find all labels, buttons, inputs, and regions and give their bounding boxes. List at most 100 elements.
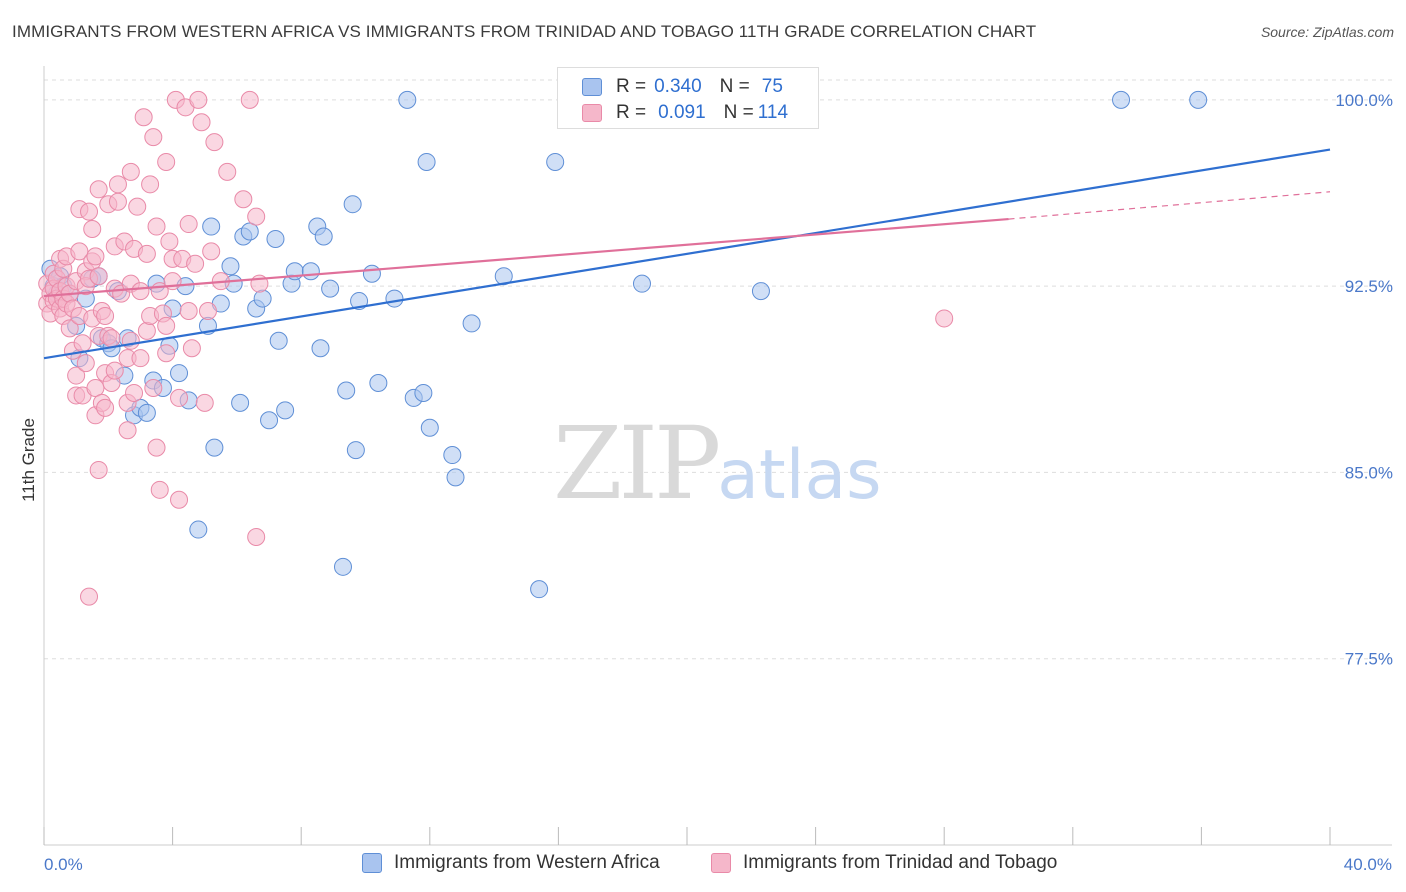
legend-n-label: N = [723,102,754,123]
data-point [414,383,433,402]
data-point [240,222,259,241]
data-point [89,180,108,199]
data-point [632,274,651,293]
data-point [253,289,272,308]
y-tick-label: 100.0% [1335,91,1393,110]
y-tick-label: 92.5% [1345,277,1393,296]
data-point [247,528,266,547]
data-point [118,421,137,440]
data-point [179,215,198,234]
data-point [205,133,224,152]
y-tick-label: 85.0% [1345,463,1393,482]
data-point [231,393,250,412]
data-point [86,247,105,266]
correlation-legend: R = 0.340 N = 75 R = 0.091 N = 114 [557,67,819,129]
data-point [73,334,92,353]
data-point [1189,90,1208,109]
data-point [189,520,208,539]
data-point [147,438,166,457]
grid-lines [44,79,1392,660]
trend-lines [43,148,1331,360]
watermark-atlas: atlas [717,436,882,515]
data-point [417,152,436,171]
data-point [346,441,365,460]
series-legend-western-africa[interactable]: Immigrants from Western Africa [362,852,660,874]
data-point [751,282,770,301]
data-point [89,267,108,286]
data-point [443,446,462,465]
data-point [362,264,381,283]
data-point [141,175,160,194]
watermark-zip: ZIP [553,405,721,522]
chart-title: IMMIGRANTS FROM WESTERN AFRICA VS IMMIGR… [12,22,1037,41]
data-point [83,220,102,239]
data-point [189,90,208,109]
legend-swatch-blue [582,78,602,96]
legend-n-value: 75 [761,76,783,97]
series-legend-label: Immigrants from Trinidad and Tobago [743,852,1058,873]
data-point [321,279,340,298]
y-tick-label: 77.5% [1345,650,1393,669]
legend-r-value: 0.091 [658,102,706,123]
data-point [86,378,105,397]
data-point [333,557,352,576]
data-point [125,383,144,402]
legend-r-label: R = [616,102,647,123]
data-point [218,162,237,181]
data-point [234,190,253,209]
trend-line-trinidad-tobago-extension [1008,191,1331,220]
data-point [144,128,163,147]
data-point [247,207,266,226]
data-point [195,393,214,412]
legend-row-trinidad-tobago: R = 0.091 N = 114 [582,101,788,125]
data-point [137,244,156,263]
data-point [182,339,201,358]
data-points [38,90,1208,606]
data-point [96,306,115,325]
series-swatch-blue [362,853,382,873]
y-axis-label: 11th Grade [19,418,38,502]
data-point [198,301,217,320]
data-point [144,378,163,397]
x-tick-label: 0.0% [44,855,83,874]
data-point [60,319,79,338]
data-point [170,490,189,509]
trend-line-trinidad-tobago [43,217,1009,298]
data-point [462,314,481,333]
data-point [76,354,95,373]
trend-line-western-africa [43,148,1331,360]
data-point [311,339,330,358]
data-point [67,366,86,385]
data-point [157,344,176,363]
series-legend-trinidad-tobago[interactable]: Immigrants from Trinidad and Tobago [711,852,1057,874]
data-point [369,374,388,393]
legend-row-western-africa: R = 0.340 N = 75 [582,75,783,99]
data-point [150,480,169,499]
data-point [102,329,121,348]
data-point [157,316,176,335]
data-point [108,192,127,211]
data-point [269,331,288,350]
data-point [385,289,404,308]
data-point [276,401,295,420]
data-point [80,587,99,606]
data-point [420,418,439,437]
data-point [131,349,150,368]
data-point [80,202,99,221]
data-point [179,301,198,320]
data-point [89,460,108,479]
legend-r-value: 0.340 [654,76,702,97]
series-legend: Immigrants from Western Africa Immigrant… [0,852,1406,878]
legend-n-value: 114 [757,102,789,123]
legend-n-label: N = [719,76,750,97]
data-point [137,321,156,340]
data-point [221,257,240,276]
data-point [170,364,189,383]
data-point [108,175,127,194]
data-point [240,90,259,109]
source-credit: Source: ZipAtlas.com [1260,24,1394,40]
data-point [1112,90,1131,109]
data-point [202,242,221,261]
data-point [70,242,89,261]
